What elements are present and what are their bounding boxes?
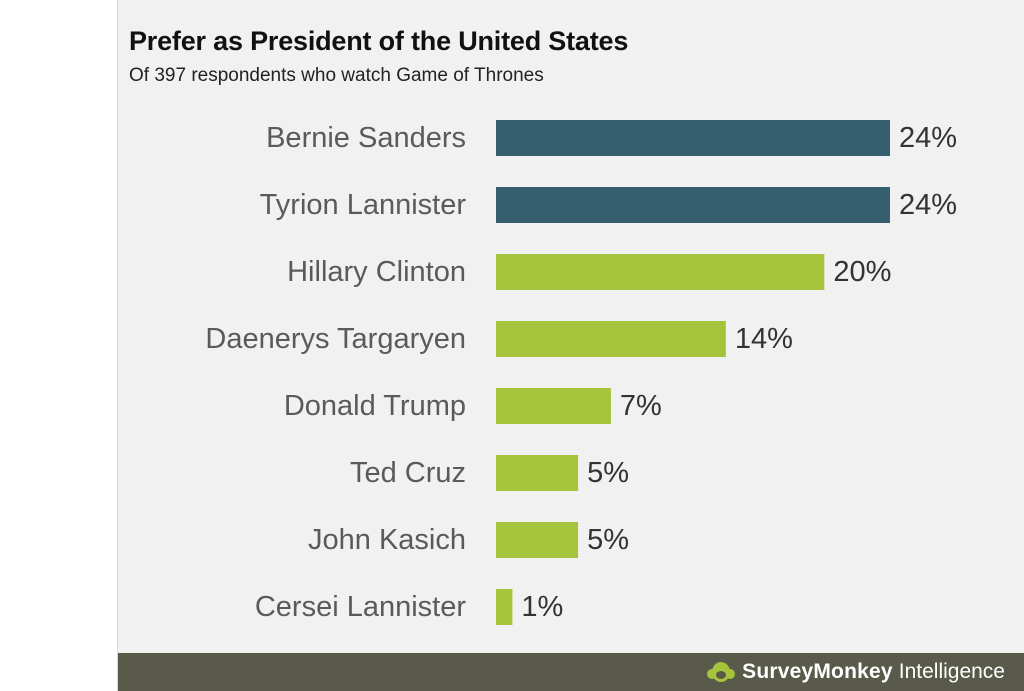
chart-panel: Prefer as President of the United States… — [117, 0, 1024, 691]
category-label: Ted Cruz — [350, 457, 466, 489]
chart-title: Prefer as President of the United States — [129, 26, 629, 56]
category-label: Cersei Lannister — [255, 591, 466, 623]
value-label: 24% — [899, 189, 957, 221]
bar — [496, 589, 513, 625]
value-label: 1% — [521, 591, 563, 623]
category-label: Donald Trump — [284, 390, 466, 422]
bar-chart: Bernie Sanders 24% Tyrion Lannister 24% Hill… — [205, 120, 957, 625]
category-label: Daenerys Targaryen — [205, 323, 466, 355]
value-label: 24% — [899, 122, 957, 154]
brand-logo: SurveyMonkey Intelligence — [706, 658, 1005, 686]
category-label: Bernie Sanders — [266, 122, 466, 154]
bar — [496, 455, 579, 491]
brand-suffix: Intelligence — [898, 660, 1005, 683]
value-label: 5% — [587, 457, 629, 489]
category-label: Hillary Clinton — [287, 256, 466, 288]
bar — [496, 388, 611, 424]
bar — [496, 254, 825, 290]
footer-bar: SurveyMonkey Intelligence — [118, 653, 1024, 691]
bar — [496, 187, 890, 223]
bar — [496, 522, 579, 558]
bar — [496, 321, 726, 357]
bar — [496, 120, 890, 156]
monkey-logo-icon — [707, 662, 736, 682]
value-label: 5% — [587, 524, 629, 556]
chart-subtitle: Of 397 respondents who watch Game of Thr… — [129, 65, 544, 86]
value-label: 14% — [735, 323, 793, 355]
value-label: 7% — [620, 390, 662, 422]
brand-name: SurveyMonkey — [742, 660, 893, 683]
category-label: Tyrion Lannister — [260, 189, 467, 221]
category-label: John Kasich — [308, 524, 466, 556]
value-label: 20% — [833, 256, 891, 288]
